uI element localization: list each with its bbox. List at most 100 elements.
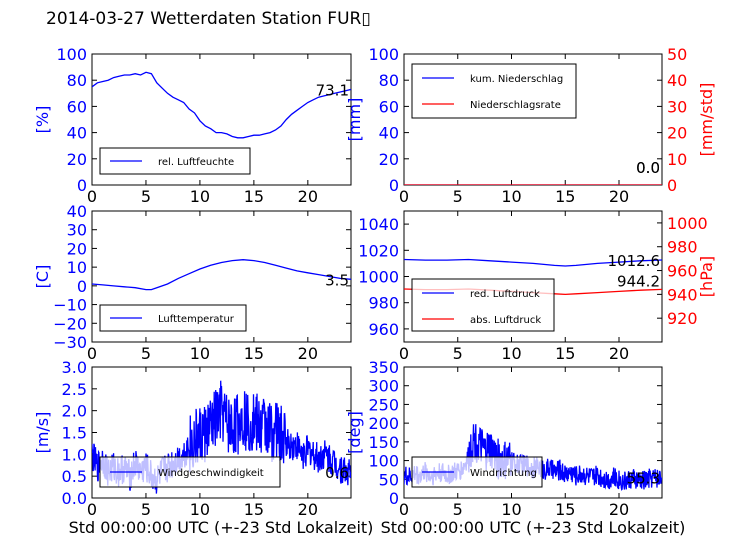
panel-4-xtick-label: 15 [555, 344, 575, 363]
panel-2-y2tick-label: 0 [667, 176, 677, 195]
panel-1-ytick-label: 0 [77, 176, 87, 195]
panel-2-ytick-label: 100 [368, 45, 399, 64]
panel-2-ytick-label: 40 [379, 124, 399, 143]
panel-2-y2tick-label: 40 [667, 71, 687, 90]
panel-4-legend [411, 278, 555, 332]
panel-3-ytick-label: 30 [67, 221, 87, 240]
panel-3-ytick-label: 20 [67, 239, 87, 258]
panel-6-ytick-label: 150 [368, 433, 399, 452]
panel-1-xtick-label: 5 [141, 187, 151, 206]
panel-6-ytick-label: 100 [368, 452, 399, 471]
panel-5-ytick-label: 2.0 [62, 402, 87, 421]
panel-5-xtick-label: 10 [190, 500, 210, 519]
panel-6-ytick-label: 0 [389, 489, 399, 508]
panel-4-xtick-label: 10 [501, 344, 521, 363]
panel-6-ytick-label: 300 [368, 377, 399, 396]
panel-2-xtick-label: 20 [609, 187, 629, 206]
panel-4-legend-label-1: red. Luftdruck [470, 289, 540, 300]
panel-5-legend-label-1: Windgeschwindigkeit [158, 468, 264, 479]
panel-5-xtick-label: 15 [244, 500, 264, 519]
panel-3-ytick-label: −20 [53, 314, 87, 333]
panel-2-ytick-label: 80 [379, 71, 399, 90]
panel-6-xtick-label: 5 [453, 500, 463, 519]
panel-2-legend-label-1: kum. Niederschlag [470, 74, 563, 85]
panel-4-legend-label-2: abs. Luftdruck [470, 315, 541, 326]
panel-3-xtick-label: 10 [190, 344, 210, 363]
panel-6-last-value: 55.3 [627, 469, 660, 487]
panel-2-xtick-label: 5 [453, 187, 463, 206]
panel-1-xtick-label: 20 [298, 187, 318, 206]
panel-3-ylabel: [C] [33, 265, 52, 289]
panel-1-ytick-label: 100 [56, 45, 87, 64]
panel-5-ytick-label: 2.5 [62, 380, 87, 399]
panel-2-last-value: 0.0 [636, 159, 660, 177]
panel-1-xtick-label: 15 [244, 187, 264, 206]
panel-6-ytick-label: 250 [368, 395, 399, 414]
panel-5-ytick-label: 0.5 [62, 467, 87, 486]
panel-3-ytick-label: 0 [77, 277, 87, 296]
panel-2-ytick-label: 60 [379, 97, 399, 116]
panel-1-ytick-label: 40 [67, 124, 87, 143]
panel-6-ytick-label: 200 [368, 414, 399, 433]
panel-5-ytick-label: 0.0 [62, 489, 87, 508]
panel-5-ytick-label: 1.5 [62, 424, 87, 443]
panel-5-ylabel: [m/s] [33, 412, 52, 454]
panel-5-xtick-label: 20 [298, 500, 318, 519]
x-axis-label-1: Std 00:00:00 UTC (+-23 Std Lokalzeit) [69, 518, 374, 537]
panel-6-ylabel: [deg] [345, 411, 364, 454]
panel-1-series-line-1 [92, 71, 351, 139]
panel-1-legend-label-1: rel. Luftfeuchte [158, 157, 234, 168]
panel-2-ytick-label: 0 [389, 176, 399, 195]
panel-1-axes [91, 53, 352, 186]
panel-5-ytick-label: 1.0 [62, 445, 87, 464]
panel-5-ytick-label: 3.0 [62, 358, 87, 377]
panel-2-y2tick-label: 30 [667, 97, 687, 116]
panel-4-y2tick-label: 980 [667, 238, 698, 257]
figure-title: 2014-03-27 Wetterdaten Station FUR▯ [46, 9, 371, 29]
panel-6-xtick-label: 15 [555, 500, 575, 519]
panel-4-y2tick-label: 920 [667, 309, 698, 328]
panel-3-xtick-label: 5 [141, 344, 151, 363]
panel-2-last-value-2: 0.0 [636, 159, 660, 177]
panel-4-last-value-2: 944.2 [617, 272, 660, 290]
panel-1-last-value: 73.1 [316, 81, 349, 99]
panel-4-xtick-label: 5 [453, 344, 463, 363]
panel-1-ytick-label: 60 [67, 97, 87, 116]
panel-3-xtick-label: 15 [244, 344, 264, 363]
panel-3-ytick-label: 40 [67, 202, 87, 221]
x-axis-label-2: Std 00:00:00 UTC (+-23 Std Lokalzeit) [381, 518, 686, 537]
panel-2-y2tick-label: 10 [667, 150, 687, 169]
panel-6-axes [403, 366, 663, 499]
panel-2-legend-label-2: Niederschlagsrate [470, 100, 561, 111]
panel-4-xtick-label: 0 [399, 344, 409, 363]
panel-4-xtick-label: 20 [609, 344, 629, 363]
panel-1-ytick-label: 80 [67, 71, 87, 90]
panel-4-series-line-1 [404, 258, 662, 267]
panel-1-ylabel: [%] [33, 106, 52, 134]
panel-3-ytick-label: −10 [53, 296, 87, 315]
panel-2-ytick-label: 20 [379, 150, 399, 169]
panel-6-ytick-label: 350 [368, 358, 399, 377]
panel-4-ytick-label: 1020 [358, 241, 399, 260]
panel-2-xtick-label: 15 [555, 187, 575, 206]
panel-2-xtick-label: 0 [399, 187, 409, 206]
panel-3-ytick-label: 10 [67, 258, 87, 277]
panel-3-axes [91, 210, 352, 343]
panel-6-legend-label-1: Windrichtung [470, 468, 537, 479]
panel-4-ytick-label: 1040 [358, 215, 399, 234]
panel-2-xtick-label: 10 [501, 187, 521, 206]
panel-2-y2tick-label: 20 [667, 124, 687, 143]
panel-3-legend-label-1: Lufttemperatur [158, 314, 235, 325]
panel-2-legend [411, 63, 577, 119]
panel-5-xtick-label: 5 [141, 500, 151, 519]
panel-2-y2label: [mm/std] [697, 83, 716, 157]
panel-6-xtick-label: 10 [501, 500, 521, 519]
panel-4-ytick-label: 980 [368, 294, 399, 313]
panel-4-ytick-label: 1000 [358, 268, 399, 287]
panel-1-xtick-label: 0 [87, 187, 97, 206]
panel-4-y2tick-label: 960 [667, 262, 698, 281]
panel-1-ytick-label: 20 [67, 150, 87, 169]
panel-4-y2tick-label: 1000 [667, 214, 708, 233]
panel-4-ytick-label: 960 [368, 320, 399, 339]
panel-6-xtick-label: 0 [399, 500, 409, 519]
